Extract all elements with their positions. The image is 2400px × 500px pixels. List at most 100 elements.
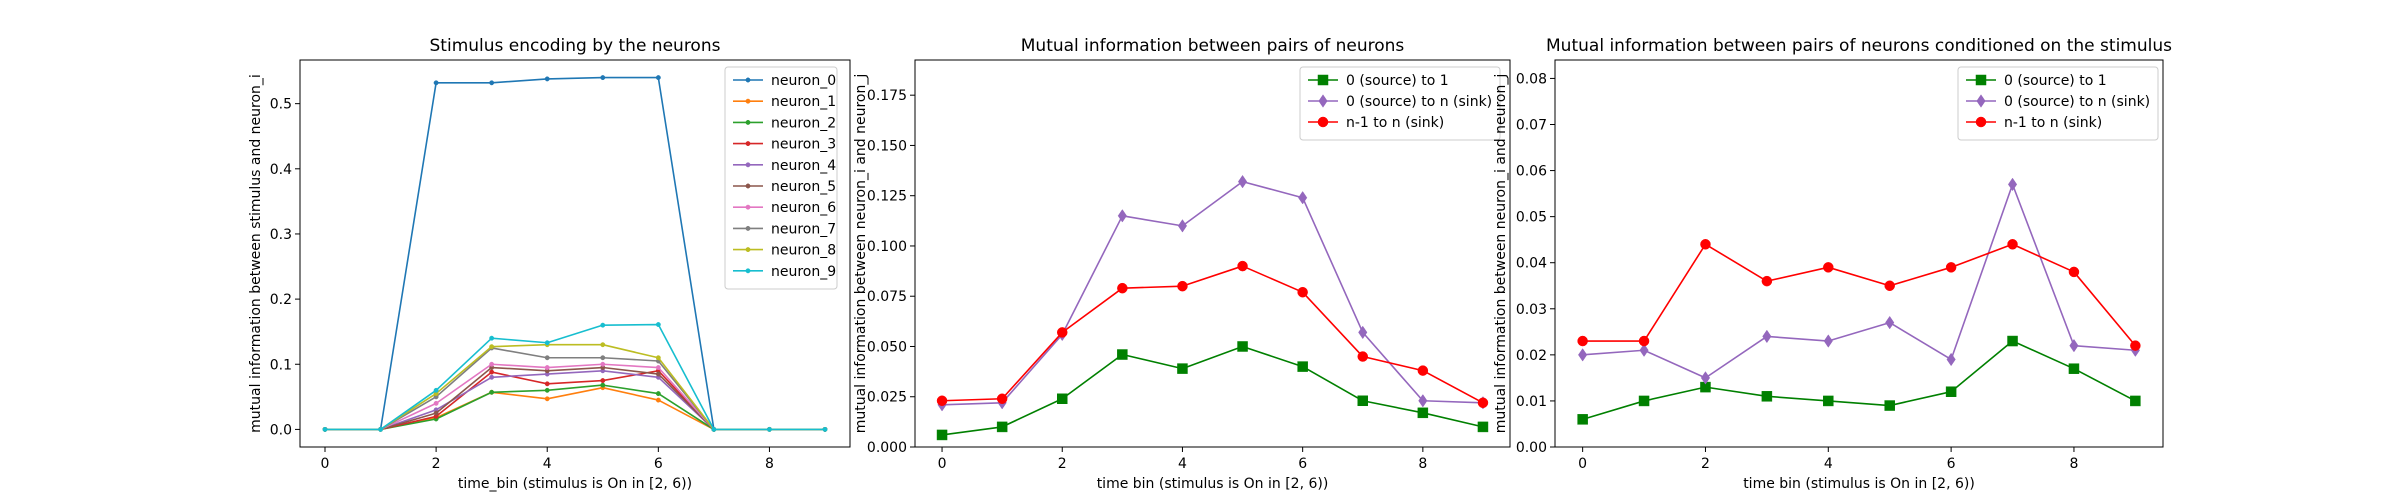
legend-marker: [1317, 116, 1329, 128]
legend-item: neuron_0: [733, 73, 836, 89]
data-point: [1761, 275, 1773, 287]
legend-marker: [745, 268, 751, 274]
y-tick-label: 0.1: [270, 357, 292, 373]
legend-item: neuron_9: [733, 264, 836, 280]
data-point: [544, 396, 550, 402]
legend-marker: [745, 119, 751, 125]
y-tick-label: 0.06: [1516, 164, 1547, 180]
y-tick-label: 0.3: [270, 227, 292, 243]
legend-item: 0 (source) to n (sink): [1308, 94, 1492, 110]
data-point: [489, 374, 495, 380]
data-point: [433, 400, 439, 406]
data-point: [489, 361, 495, 367]
data-point: [1578, 348, 1588, 362]
data-point: [600, 322, 606, 328]
data-point: [1823, 395, 1834, 407]
legend-label: neuron_3: [771, 137, 836, 153]
x-tick-label: 2: [1058, 456, 1067, 472]
series-line: [1582, 340, 2136, 421]
y-tick-label: 0.05: [1516, 210, 1547, 226]
y-axis-label: mutual information between neuron_i and …: [853, 74, 869, 434]
data-point: [1357, 395, 1369, 407]
legend-item: neuron_5: [733, 179, 836, 195]
data-point: [1761, 391, 1773, 402]
y-tick-label: 0.075: [867, 289, 907, 305]
legend-marker: [745, 225, 751, 231]
legend-marker: [1976, 94, 1986, 108]
y-tick-label: 0.4: [270, 162, 292, 178]
data-point: [1056, 393, 1068, 405]
y-tick-label: 0.150: [867, 138, 907, 154]
data-point: [1056, 327, 1068, 338]
data-point: [1945, 386, 1957, 397]
data-point: [2007, 177, 2018, 192]
axes-frame: [1554, 59, 2164, 448]
data-point: [600, 355, 606, 361]
data-point: [322, 426, 328, 432]
legend-item: 0 (source) to n (sink): [1966, 94, 2150, 110]
data-point: [489, 80, 495, 86]
legend-marker: [1975, 74, 1987, 86]
data-point: [1417, 365, 1429, 376]
data-point: [489, 389, 495, 395]
data-point: [1945, 262, 1957, 273]
legend-label: neuron_5: [771, 179, 836, 195]
data-point: [655, 322, 661, 327]
x-tick-label: 8: [2069, 456, 2078, 472]
axes-frame: [299, 59, 851, 448]
legend-label: 0 (source) to n (sink): [1346, 94, 1492, 110]
legend-box: [1957, 66, 2159, 141]
data-point: [655, 365, 661, 370]
series-0-source-to-n-sink-: [1578, 177, 2140, 385]
data-point: [2007, 239, 2018, 250]
data-point: [600, 361, 606, 367]
data-point: [489, 335, 495, 341]
data-point: [1638, 335, 1650, 347]
legend-label: neuron_7: [771, 221, 836, 237]
x-tick-label: 0: [1578, 456, 1587, 472]
legend-marker: [745, 162, 751, 168]
series-neuron-3: [322, 368, 828, 432]
legend-label: neuron_0: [771, 73, 836, 89]
data-point: [433, 80, 439, 86]
chart-title: Mutual information between pairs of neur…: [1021, 36, 1405, 56]
chart-panel-2: Mutual information between pairs of neur…: [853, 36, 1511, 492]
y-axis-label: mutual information between stimulus and …: [248, 74, 264, 433]
data-point: [822, 426, 828, 432]
data-point: [1237, 260, 1248, 272]
legend-box: [1299, 66, 1501, 141]
data-point: [1823, 334, 1833, 348]
x-tick-label: 4: [1178, 456, 1187, 472]
series-0-source-to-1: [1577, 335, 2141, 425]
legend-label: neuron_2: [771, 115, 836, 131]
series-neuron-9: [322, 322, 828, 432]
legend-item: neuron_1: [733, 94, 836, 110]
series-line: [325, 323, 825, 431]
data-point: [1885, 315, 1895, 330]
y-tick-label: 0.175: [867, 88, 907, 104]
series-n-1-to-n-sink-: [936, 260, 1489, 409]
series-0-source-to-n-sink-: [937, 174, 1488, 412]
x-tick-label: 2: [432, 456, 441, 472]
y-tick-label: 0.0: [270, 422, 292, 438]
data-point: [544, 381, 550, 387]
chart-panel-3: Mutual information between pairs of neur…: [1493, 36, 2172, 492]
y-tick-label: 0.025: [867, 390, 907, 406]
y-axis-label: mutual information between neuron_i and …: [1493, 74, 1509, 434]
data-point: [1700, 239, 1711, 250]
data-point: [655, 75, 661, 81]
legend-marker: [1318, 94, 1328, 108]
data-point: [1177, 363, 1188, 374]
data-point: [1577, 414, 1588, 425]
x-tick-label: 6: [1298, 456, 1307, 472]
data-point: [655, 391, 661, 397]
legend-label: 0 (source) to n (sink): [2004, 94, 2150, 110]
data-point: [1297, 286, 1308, 298]
y-tick-label: 0.04: [1516, 256, 1547, 272]
data-point: [600, 382, 606, 388]
legend-marker: [745, 98, 751, 104]
legend: 0 (source) to 1 0 (source) to n (sink) n-1…: [1299, 66, 1501, 141]
data-point: [433, 410, 439, 416]
data-point: [1177, 280, 1188, 292]
data-point: [2007, 335, 2018, 347]
